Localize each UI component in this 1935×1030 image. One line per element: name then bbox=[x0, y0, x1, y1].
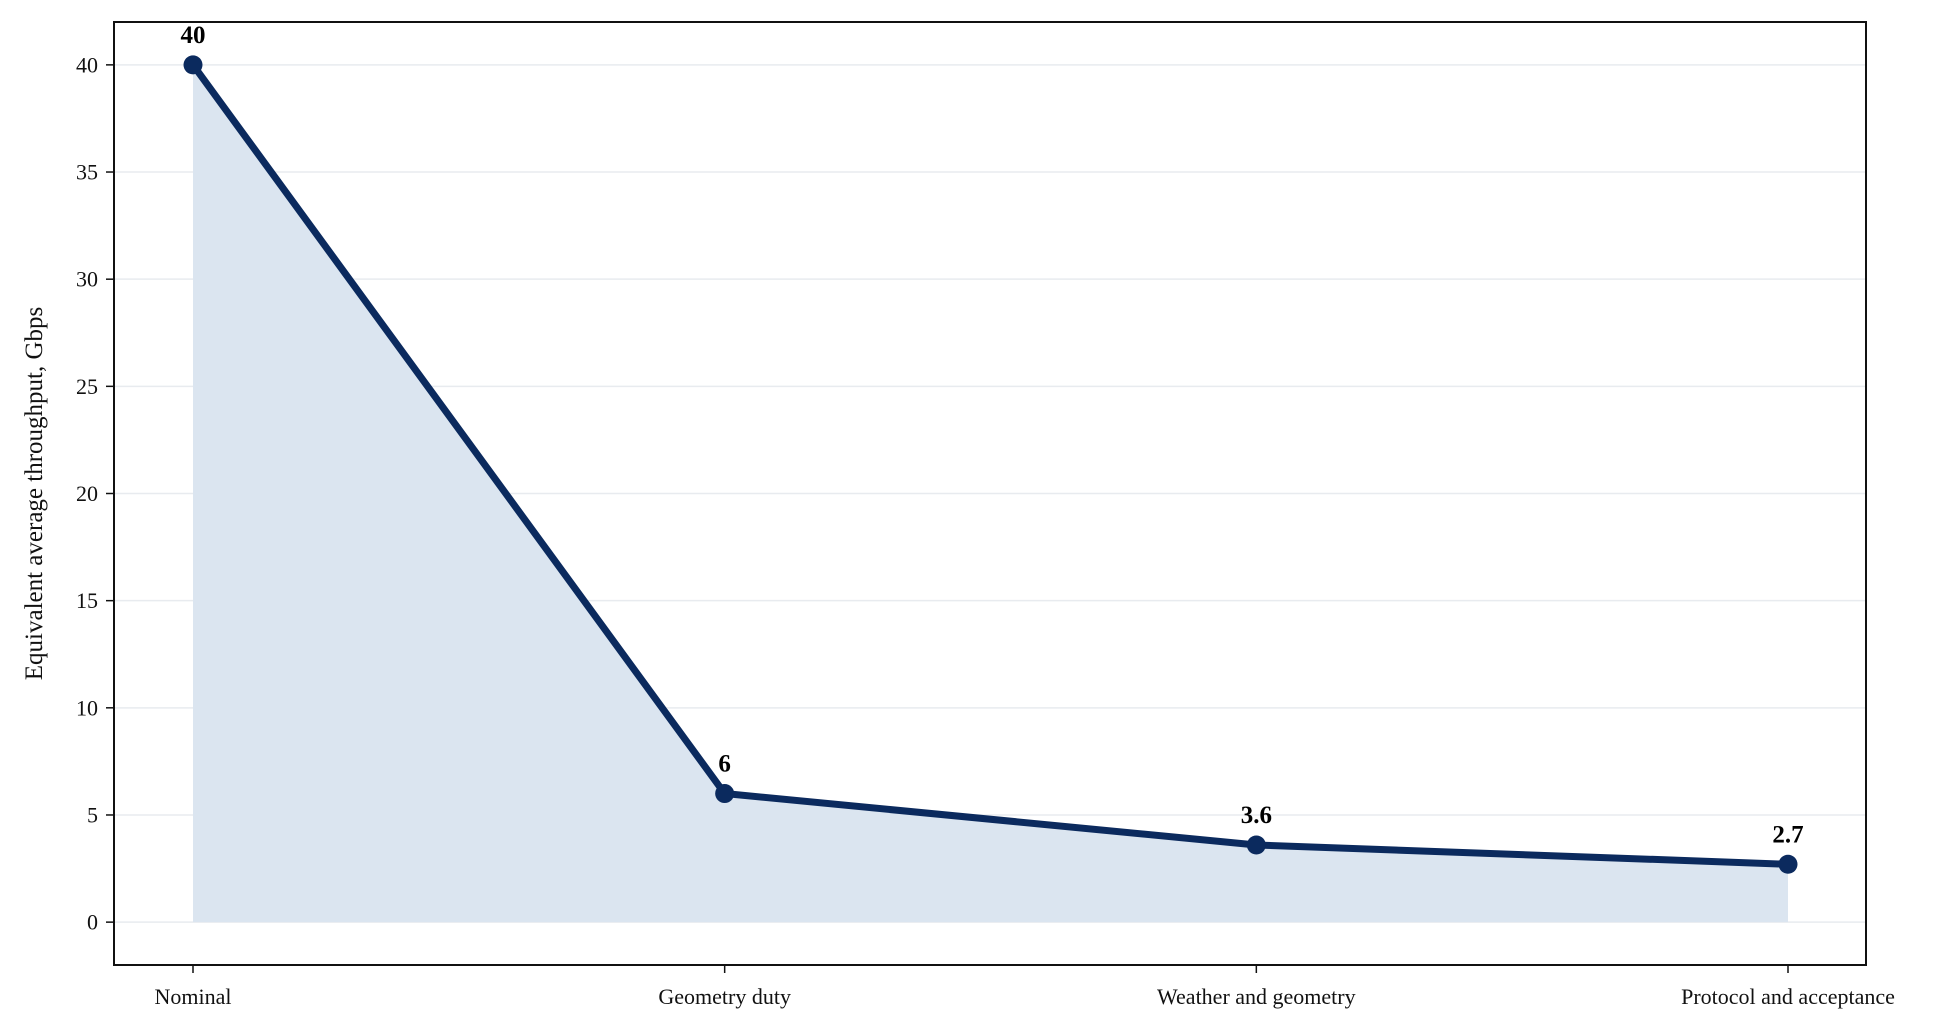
x-tick-label-1: Geometry duty bbox=[658, 984, 791, 1009]
y-axis-ticks: 0 5 10 15 20 25 30 35 40 bbox=[76, 52, 114, 935]
data-label-1: 6 bbox=[718, 751, 731, 778]
x-tick-label-0: Nominal bbox=[155, 984, 232, 1009]
y-tick-label: 25 bbox=[76, 374, 98, 399]
area-fill bbox=[193, 64, 1788, 923]
series-line bbox=[189, 61, 1792, 868]
data-labels: 40 6 3.6 2.7 bbox=[181, 22, 1804, 848]
y-tick-label: 10 bbox=[76, 695, 98, 720]
data-label-3: 2.7 bbox=[1772, 821, 1803, 848]
y-tick-label: 40 bbox=[76, 52, 98, 77]
data-point-3 bbox=[1778, 854, 1798, 874]
data-point-2 bbox=[1246, 835, 1266, 855]
data-point-1 bbox=[715, 784, 735, 804]
y-tick-label: 0 bbox=[87, 910, 98, 935]
y-tick-label: 15 bbox=[76, 588, 98, 613]
x-tick-label-2: Weather and geometry bbox=[1157, 984, 1356, 1009]
data-point-0 bbox=[183, 55, 203, 75]
y-tick-label: 5 bbox=[87, 802, 98, 827]
data-label-2: 3.6 bbox=[1241, 802, 1272, 829]
y-tick-label: 35 bbox=[76, 160, 98, 185]
y-tick-label: 30 bbox=[76, 267, 98, 292]
y-axis-title: Equivalent average throughput, Gbps bbox=[21, 307, 48, 681]
data-label-0: 40 bbox=[181, 22, 206, 49]
x-tick-label-3: Protocol and acceptance bbox=[1681, 984, 1895, 1009]
x-axis-ticks: Nominal Geometry duty Weather and geometry… bbox=[155, 965, 1895, 1009]
data-points bbox=[183, 55, 1798, 874]
y-tick-label: 20 bbox=[76, 481, 98, 506]
